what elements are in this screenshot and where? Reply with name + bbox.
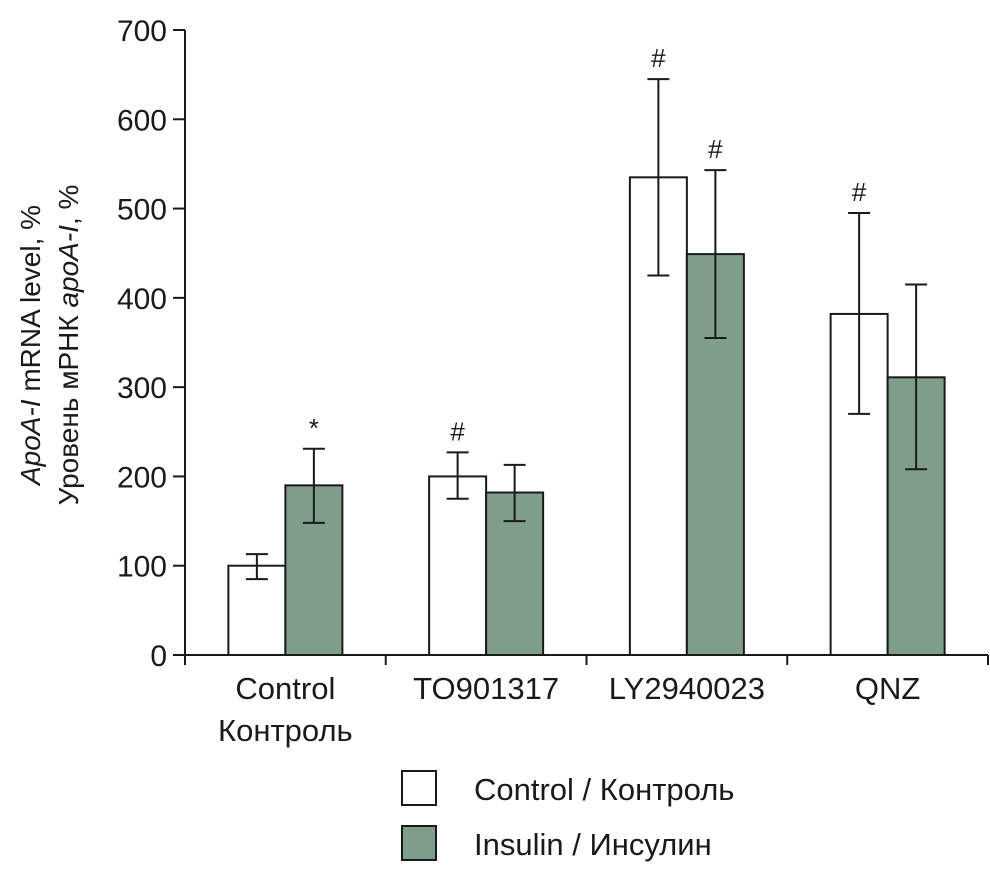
- y-axis-label-line1: ApoA-I mRNA level, %: [15, 205, 46, 487]
- y-axis-label-line2-pre: Уровень мРНК: [53, 308, 84, 506]
- significance-marker: #: [852, 177, 867, 207]
- y-axis-label-line2: Уровень мРНК apoA-I, %: [53, 185, 84, 506]
- y-axis-label-line2-post: , %: [53, 185, 84, 225]
- legend: Control / Контроль Insulin / Инсулин: [401, 770, 734, 862]
- x-category-label: Control: [235, 671, 335, 706]
- legend-swatch-control: [401, 770, 437, 806]
- y-tick-label: 200: [117, 461, 167, 494]
- x-axis: Control Контроль TO901317 LY2940023 QNZ: [184, 654, 989, 748]
- bar-control: [227, 564, 287, 657]
- legend-label: Insulin / Инсулин: [474, 827, 712, 862]
- y-tick-label: 300: [117, 372, 167, 405]
- bars: # # # * #: [227, 43, 946, 657]
- y-axis-label-line1-italic: ApoA-I: [15, 399, 46, 487]
- y-tick-label: 500: [117, 194, 167, 227]
- x-category-label-line2: Контроль: [218, 713, 353, 748]
- x-category-label: QNZ: [855, 671, 920, 706]
- legend-label: Control / Контроль: [474, 772, 734, 807]
- legend-swatch-insulin: [401, 825, 437, 861]
- y-axis-label-line1-rest: mRNA level, %: [15, 205, 46, 400]
- y-axis-label-line2-italic: apoA-I: [53, 225, 84, 308]
- y-tick-label: 700: [117, 15, 167, 48]
- significance-marker: #: [651, 43, 666, 73]
- significance-marker: *: [309, 413, 319, 443]
- y-axis: 0 100 200 300 400 500 600 700: [117, 15, 186, 673]
- x-category-label: LY2940023: [609, 671, 765, 706]
- y-tick-label: 400: [117, 283, 167, 316]
- significance-marker: #: [450, 416, 465, 446]
- x-category-label: TO901317: [413, 671, 559, 706]
- bar-control: [428, 475, 488, 656]
- y-tick-label: 100: [117, 551, 167, 584]
- y-tick-label: 600: [117, 104, 167, 137]
- y-tick-label: 0: [150, 640, 167, 673]
- significance-marker: #: [708, 134, 723, 164]
- y-axis-label: ApoA-I mRNA level, % Уровень мРНК apoA-I…: [15, 185, 84, 506]
